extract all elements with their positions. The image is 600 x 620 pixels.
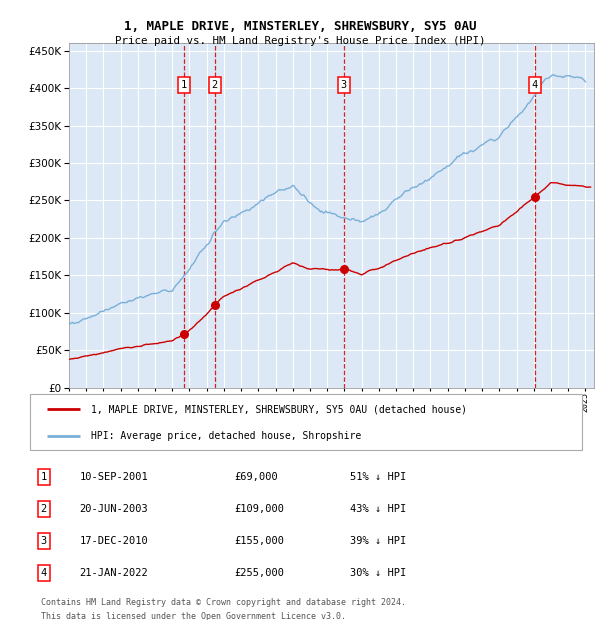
Text: 39% ↓ HPI: 39% ↓ HPI — [350, 536, 406, 546]
Text: Contains HM Land Registry data © Crown copyright and database right 2024.: Contains HM Land Registry data © Crown c… — [41, 598, 406, 608]
Text: 1: 1 — [41, 472, 47, 482]
FancyBboxPatch shape — [30, 394, 582, 450]
Text: 4: 4 — [41, 568, 47, 578]
Text: 3: 3 — [41, 536, 47, 546]
Text: 43% ↓ HPI: 43% ↓ HPI — [350, 503, 406, 514]
Text: 20-JUN-2003: 20-JUN-2003 — [80, 503, 148, 514]
Text: 51% ↓ HPI: 51% ↓ HPI — [350, 472, 406, 482]
Text: 2: 2 — [212, 80, 218, 90]
Text: 3: 3 — [341, 80, 347, 90]
Text: 2: 2 — [41, 503, 47, 514]
Text: 1: 1 — [181, 80, 187, 90]
Text: £109,000: £109,000 — [234, 503, 284, 514]
Text: 10-SEP-2001: 10-SEP-2001 — [80, 472, 148, 482]
Text: 30% ↓ HPI: 30% ↓ HPI — [350, 568, 406, 578]
Text: £255,000: £255,000 — [234, 568, 284, 578]
Text: 1, MAPLE DRIVE, MINSTERLEY, SHREWSBURY, SY5 0AU (detached house): 1, MAPLE DRIVE, MINSTERLEY, SHREWSBURY, … — [91, 404, 467, 414]
Text: 21-JAN-2022: 21-JAN-2022 — [80, 568, 148, 578]
Text: 4: 4 — [532, 80, 538, 90]
Text: 1, MAPLE DRIVE, MINSTERLEY, SHREWSBURY, SY5 0AU: 1, MAPLE DRIVE, MINSTERLEY, SHREWSBURY, … — [124, 20, 476, 33]
Text: £69,000: £69,000 — [234, 472, 278, 482]
Text: Price paid vs. HM Land Registry's House Price Index (HPI): Price paid vs. HM Land Registry's House … — [115, 36, 485, 46]
Text: £155,000: £155,000 — [234, 536, 284, 546]
Text: HPI: Average price, detached house, Shropshire: HPI: Average price, detached house, Shro… — [91, 430, 361, 441]
Text: 17-DEC-2010: 17-DEC-2010 — [80, 536, 148, 546]
Text: This data is licensed under the Open Government Licence v3.0.: This data is licensed under the Open Gov… — [41, 612, 346, 620]
